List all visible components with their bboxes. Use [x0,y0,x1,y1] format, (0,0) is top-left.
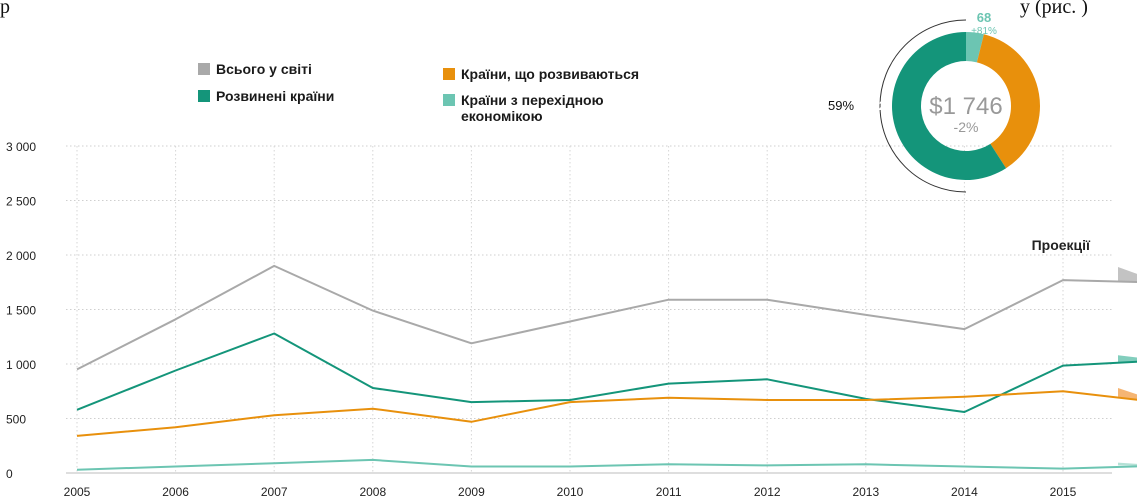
x-tick-label: 2008 [359,485,386,499]
donut-slice [976,34,1040,169]
x-tick-label: 2009 [458,485,485,499]
donut-slice [966,32,984,63]
y-tick-label: 2 500 [6,195,36,209]
legend-label-developing: Країни, що розвиваються [461,66,640,82]
legend-label-developed: Розвинені країни [216,88,335,104]
x-tick-label: 2013 [852,485,879,499]
projection-wedge [1118,387,1137,400]
donut-slice [892,32,1007,181]
legend-swatch-world [198,63,210,75]
top-cut-text-left: р [0,0,10,18]
series-line [76,264,1137,371]
donut-segment-value: 1 032 [854,98,887,113]
x-tick-label: 2005 [64,485,91,499]
projection-wedge [1118,266,1137,282]
y-tick-label: 1 000 [6,358,36,372]
donut-segment-change: -14% [1049,116,1072,127]
legend-item-developed: Розвинені країни [198,88,334,104]
y-tick-label: 3 000 [6,140,36,154]
projection-wedge [1118,355,1137,363]
series-line [76,458,1137,471]
legend-item-transition: Країни з перехідною економікою [443,92,604,124]
projection-wedge [1118,462,1137,466]
y-tick-label: 500 [6,413,26,427]
legend-swatch-developed [198,90,210,102]
y-tick-label: 0 [6,467,13,481]
x-tick-label: 2007 [261,485,288,499]
legend-item-world: Всього у світі [198,61,312,77]
legend-swatch-developing [443,68,455,80]
donut-segment-change: +81% [971,26,997,37]
series-line [76,332,1137,413]
share-arc [879,19,967,193]
x-tick-label: 2012 [754,485,781,499]
projection-label: Проекції [1032,237,1091,253]
donut-segment-change: +5% [860,116,880,127]
legend-swatch-transition [443,94,455,106]
donut-total-change: -2% [954,119,979,135]
x-tick-label: 2006 [162,485,189,499]
y-tick-label: 1 500 [6,304,36,318]
x-tick-label: 2015 [1050,485,1077,499]
top-cut-text-right: у (рис. ) [1020,0,1088,18]
legend-label-world: Всього у світі [216,61,312,77]
donut-segment-value: 68 [977,10,991,25]
x-tick-label: 2011 [656,485,682,499]
share-label: 59% [828,98,854,113]
legend-label-transition-line1: Країни з перехідною [461,92,604,108]
top-cut-text: р у (рис. ) [0,0,1137,40]
donut-segment-value: 646 [1050,98,1072,113]
legend-item-developing: Країни, що розвиваються [443,66,639,82]
y-tick-label: 2 000 [6,249,36,263]
donut-total: $1 746 [929,93,1002,120]
series-line [76,390,1137,437]
x-tick-label: 2010 [557,485,584,499]
x-tick-label: 2014 [951,485,978,499]
legend-label-transition-line2: економікою [461,108,543,124]
